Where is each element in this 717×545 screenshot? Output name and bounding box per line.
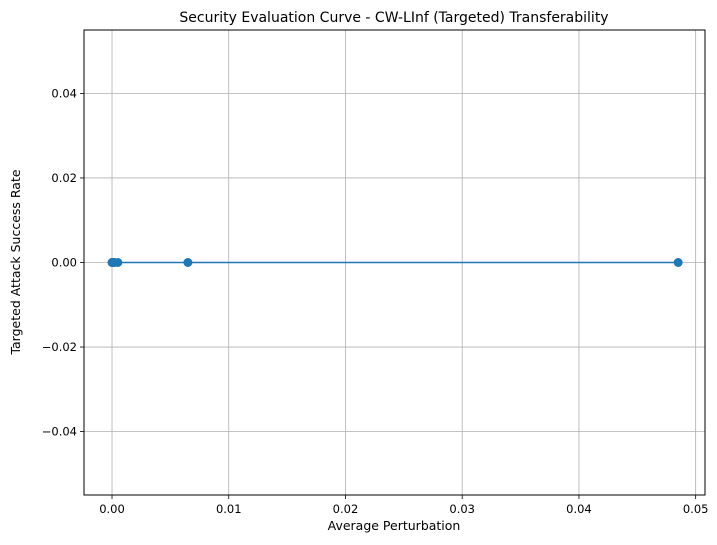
x-tick-label: 0.04 (566, 502, 592, 516)
x-tick-label: 0.00 (99, 502, 125, 516)
y-tick-label: −0.02 (42, 340, 77, 354)
y-tick-label: 0.04 (51, 86, 77, 100)
x-ticks: 0.00 0.01 0.02 0.03 0.04 0.05 (99, 495, 708, 516)
y-ticks: −0.04 −0.02 0.00 0.02 0.04 (42, 86, 84, 439)
chart-title: Security Evaluation Curve - CW-LInf (Tar… (179, 10, 608, 26)
data-point (673, 258, 683, 267)
y-axis-label: Targeted Attack Success Rate (8, 169, 23, 355)
x-tick-label: 0.05 (683, 502, 709, 516)
y-tick-label: 0.00 (51, 256, 77, 270)
y-tick-label: 0.02 (51, 171, 77, 185)
series-layer (107, 258, 683, 267)
x-tick-label: 0.02 (333, 502, 359, 516)
x-axis-label: Average Perturbation (328, 518, 461, 533)
data-point (113, 258, 123, 267)
x-tick-label: 0.03 (449, 502, 475, 516)
x-tick-label: 0.01 (216, 502, 242, 516)
y-tick-label: −0.04 (42, 425, 77, 439)
data-point (183, 258, 193, 267)
